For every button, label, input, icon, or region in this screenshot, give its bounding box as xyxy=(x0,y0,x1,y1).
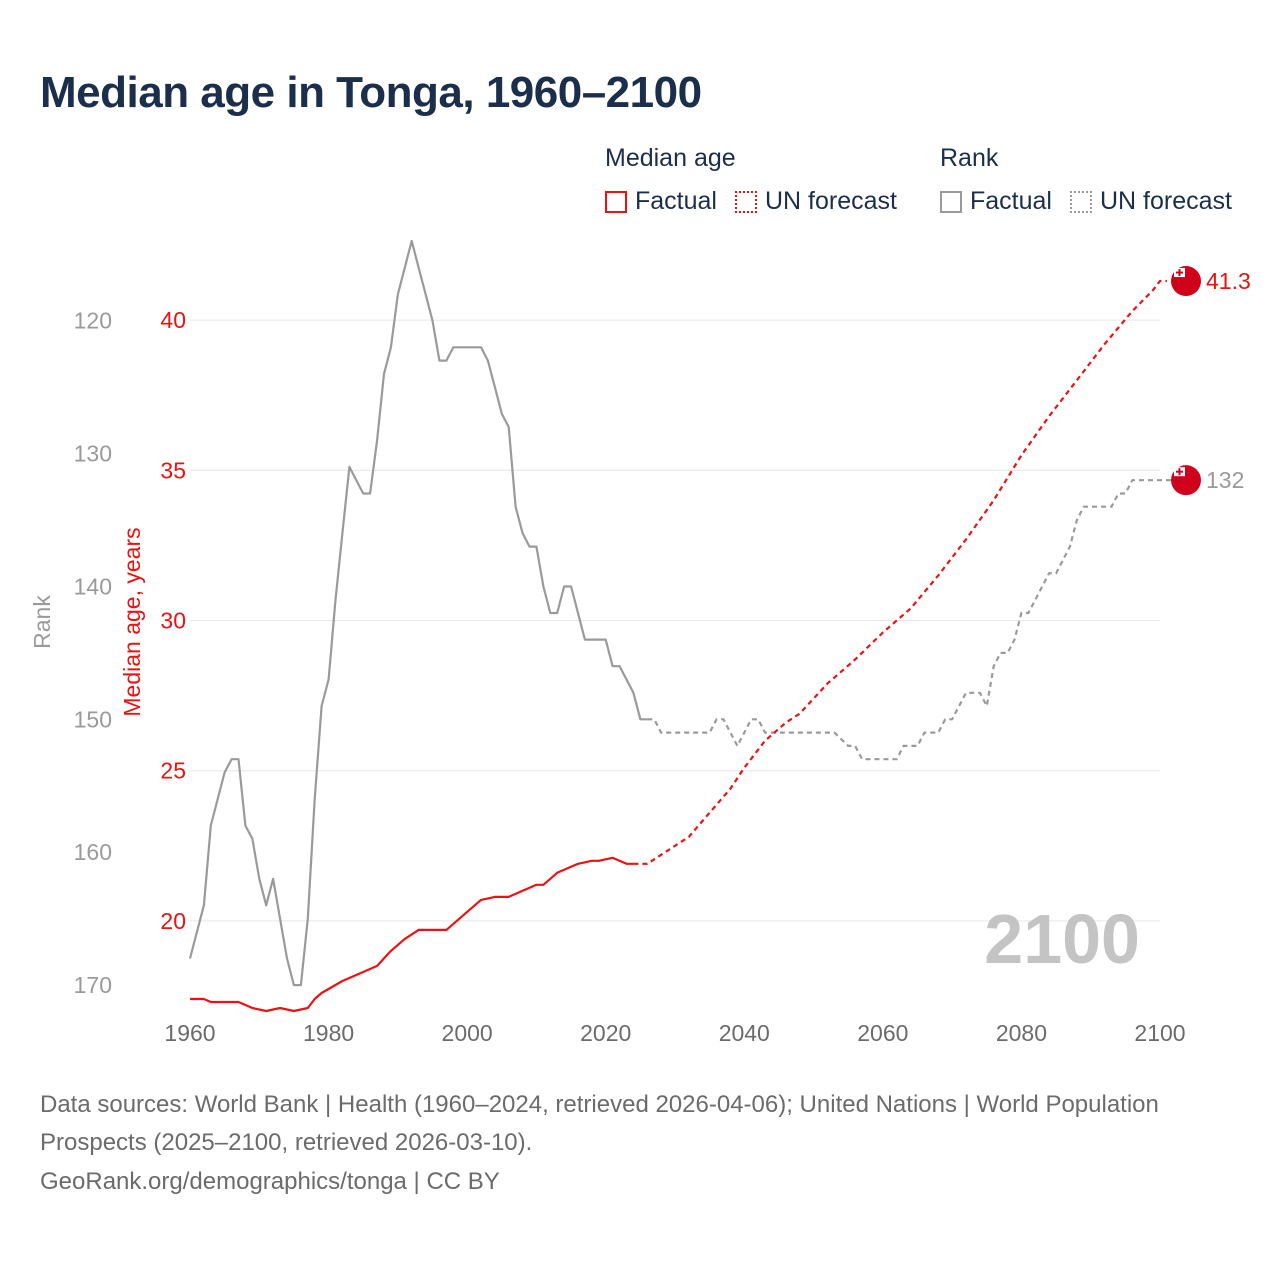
x-tick-label: 2060 xyxy=(857,1020,908,1046)
legend-rank: Rank Factual UN forecast xyxy=(940,144,1232,216)
x-tick-label: 1960 xyxy=(164,1020,215,1046)
median-tick-label: 30 xyxy=(160,607,186,633)
year-watermark: 2100 xyxy=(984,900,1140,978)
median-tick-label: 20 xyxy=(160,908,186,934)
end-markers: 132 41.3 xyxy=(1171,266,1251,496)
rank-factual-line xyxy=(188,239,648,987)
rank-tick-label: 130 xyxy=(74,441,112,467)
credit-link[interactable]: GeoRank.org/demographics/tonga | CC BY xyxy=(40,1168,500,1195)
legend-rank-factual[interactable]: Factual xyxy=(940,187,1052,216)
flag-cross-h xyxy=(1176,470,1183,473)
x-tick-label: 2100 xyxy=(1134,1020,1185,1046)
median-flag-icon xyxy=(1171,266,1201,297)
series-lines xyxy=(188,239,1181,1013)
median-tick-label: 40 xyxy=(160,307,186,333)
x-axis-ticks: 1960 1980 2000 2020 2040 2060 2080 2100 xyxy=(164,1020,1185,1046)
legend-label: Factual xyxy=(970,187,1052,215)
median-axis-ticks: 20 25 30 35 40 xyxy=(160,307,186,934)
rank-end-label: 132 xyxy=(1206,467,1244,493)
x-tick-label: 1980 xyxy=(303,1020,354,1046)
rank-forecast-line xyxy=(647,479,1181,761)
rank-tick-label: 150 xyxy=(74,706,112,732)
median-axis-label: Median age, years xyxy=(119,527,145,716)
legend-label: UN forecast xyxy=(764,187,897,215)
median-tick-label: 35 xyxy=(160,457,186,483)
median-tick-label: 25 xyxy=(160,758,186,784)
x-tick-label: 2080 xyxy=(996,1020,1047,1046)
rank-tick-label: 170 xyxy=(74,972,112,998)
legend-swatch-rank-factual xyxy=(940,190,962,213)
median-forecast-line xyxy=(633,279,1167,865)
rank-tick-label: 140 xyxy=(74,573,112,599)
legend-label: Factual xyxy=(635,187,717,215)
median-factual-line xyxy=(190,856,634,1013)
legend-median-age: Median age Factual UN forecast xyxy=(605,144,915,216)
rank-tick-label: 160 xyxy=(74,839,112,865)
gridlines xyxy=(190,319,1160,922)
x-tick-label: 2020 xyxy=(580,1020,631,1046)
rank-tick-label: 120 xyxy=(74,308,112,334)
legend-median-factual[interactable]: Factual xyxy=(605,187,717,216)
x-tick-label: 2000 xyxy=(442,1020,493,1046)
x-tick-label: 2040 xyxy=(719,1020,770,1046)
rank-axis-ticks: 120 130 140 150 160 170 xyxy=(74,308,112,998)
page-title: Median age in Tonga, 1960–2100 xyxy=(40,68,702,117)
data-sources: Data sources: World Bank | Health (1960–… xyxy=(40,1091,1159,1156)
legend-rank-forecast[interactable]: UN forecast xyxy=(1069,187,1232,216)
legend-median-heading: Median age xyxy=(605,144,736,172)
legend-median-forecast[interactable]: UN forecast xyxy=(734,187,897,216)
legend-rank-heading: Rank xyxy=(940,144,999,172)
rank-axis-label: Rank xyxy=(29,595,55,649)
flag-cross-h xyxy=(1176,271,1183,274)
legend-label: UN forecast xyxy=(1099,187,1232,215)
legend-swatch-median-forecast xyxy=(734,190,757,213)
legend-swatch-median-factual xyxy=(605,190,627,213)
legend-swatch-rank-forecast xyxy=(1069,190,1092,213)
median-end-label: 41.3 xyxy=(1206,268,1251,294)
rank-flag-icon xyxy=(1171,465,1201,496)
